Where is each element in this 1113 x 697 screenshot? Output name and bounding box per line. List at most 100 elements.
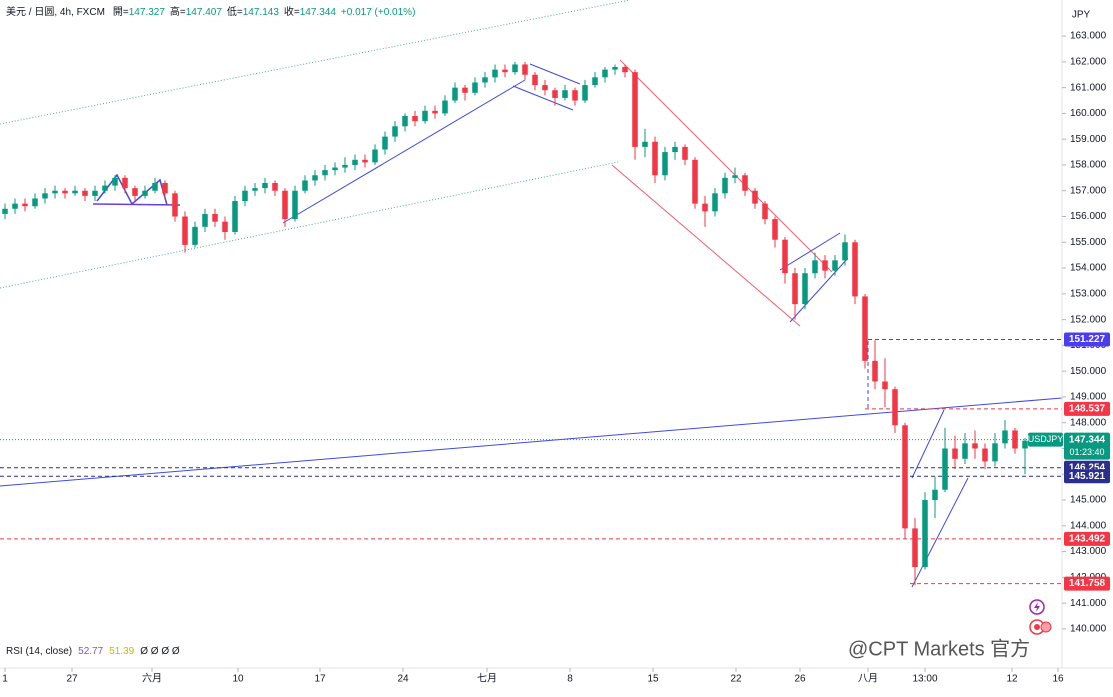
level-badge [1064,531,1110,546]
candle-body [152,183,158,191]
ohlc-label: 開= [113,6,129,18]
wedge-line [911,477,969,588]
candle-body [12,203,18,209]
x-tick-label: 22 [730,674,742,685]
candle-body [922,500,928,568]
candle-body [912,528,918,568]
candle-body [652,141,658,176]
candle-body [872,360,878,382]
long-trendline [0,397,1063,487]
level-label: 145.921 [1069,471,1106,482]
candle-body [62,190,68,194]
candle-body [892,389,898,426]
y-tick-label: 159.000 [1070,134,1107,145]
y-tick-label: 155.000 [1070,237,1107,248]
candle-body [722,177,728,194]
dotted-trendline [0,161,619,289]
level-badge [1064,576,1110,591]
candle-body [402,115,408,127]
candle-body [702,203,708,212]
candle-body [422,110,428,122]
x-tick-label: 八月 [858,673,878,685]
x-tick-label: 27 [66,674,78,685]
y-tick-label: 160.000 [1070,108,1107,119]
candle-body [412,115,418,122]
candle-body [582,85,588,101]
y-tick-label: 141.000 [1070,598,1107,609]
indicator-legend: RSI (14, close) 52.77 51.39 Ø Ø Ø Ø [6,646,180,657]
candle-body [312,175,318,181]
y-tick-label: 145.000 [1070,495,1107,506]
candle-body [262,183,268,189]
wedge-line [911,409,945,479]
candle-body [562,90,568,98]
y-tick-label: 163.000 [1070,31,1107,42]
candle-body [932,489,938,501]
candle-body [792,273,798,305]
candle-body [172,193,178,217]
price-badge [1064,432,1110,460]
wedge-line [779,232,841,271]
x-tick-label: 13:00 [912,674,937,685]
ohlc-value: 147.327 [129,7,166,18]
candle-body [92,190,98,196]
x-tick-label: 15 [647,674,659,685]
candle-body [992,443,998,462]
candle-body [192,226,198,245]
candle-body [962,443,968,459]
candle-body [352,159,358,165]
ohlc-value: 147.344 [300,7,337,18]
x-tick-label: 六月 [142,673,162,685]
ohlc-label: 高= [170,5,186,18]
level-badge [1064,332,1110,347]
candle-body [552,90,558,98]
candle-body [472,82,478,93]
candle-body [882,381,888,390]
y-tick-label: 154.000 [1070,263,1107,274]
rsi-label: RSI (14, close) [6,646,72,657]
ohlc-label: 收= [284,5,300,18]
candle-body [82,190,88,196]
candle-body [162,183,168,194]
y-tick-label: 156.000 [1070,211,1107,222]
candles [2,61,1038,586]
candle-body [342,164,348,168]
y-tick-label: 161.000 [1070,82,1107,93]
candle-body [362,159,368,163]
candle-body [772,219,778,240]
ohlc-value: 147.143 [243,7,280,18]
candle-body [972,443,978,449]
rsi-value: 52.77 [78,646,103,657]
candle-body [692,159,698,204]
candle-body [612,67,618,70]
candle-body [712,193,718,212]
candle-body [502,69,508,73]
candle-body [182,216,188,245]
channel-line [512,85,574,111]
candle-body [382,136,388,150]
y-tick-label: 143.000 [1070,546,1107,557]
candle-body [532,74,538,86]
x-tick-label: 8 [567,674,573,685]
y-tick-label: 149.000 [1070,392,1107,403]
candle-body [732,175,738,178]
candle-body [832,260,838,271]
candle-body [252,188,258,191]
dotted-trendline [0,0,631,125]
change: +0.017 (+0.01%) [341,7,416,18]
candle-body [602,69,608,78]
level-label: 141.758 [1069,578,1106,589]
candle-body [622,67,628,73]
x-tick-label: 10 [232,674,244,685]
channel-line [619,59,833,273]
watermark: @CPT Markets 官方 [848,637,1030,660]
candle-body [142,190,148,196]
candle-body [492,69,498,78]
level-badge [1064,469,1110,484]
candle-body [72,190,78,194]
candle-body [392,126,398,137]
symbol-label: USDJPY [1028,434,1064,444]
x-tick-label: 七月 [477,673,497,685]
